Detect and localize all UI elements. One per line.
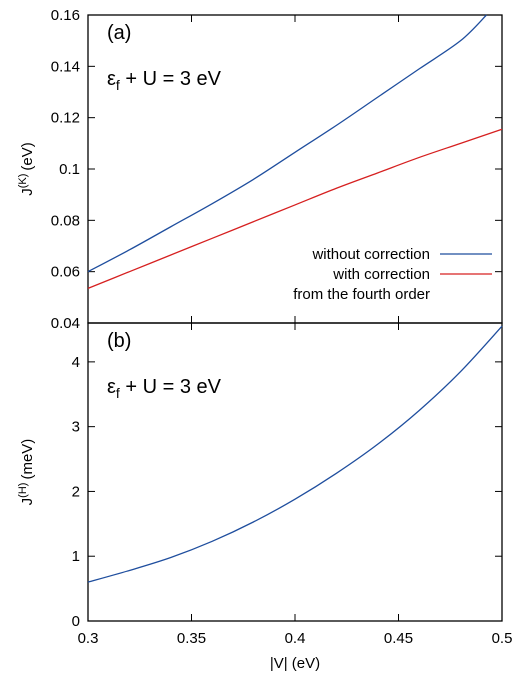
annotation-sub-b: f: [116, 385, 120, 401]
y-axis-label-unit-a: (eV): [19, 142, 36, 170]
y-axis-label-main-b: J: [19, 498, 36, 506]
legend-label-with-correction: with correction: [332, 266, 430, 283]
axis-ticks-a: [87, 14, 503, 324]
y-tick-label-a-0: 0.04: [51, 315, 80, 332]
annotation-b: εf + U = 3 eV: [107, 376, 222, 401]
panel-label-a: (a): [107, 22, 131, 44]
legend-label-with-correction-line2: from the fourth order: [293, 286, 430, 303]
y-tick-label-a-6: 0.16: [51, 7, 80, 24]
series-group-b: [87, 325, 503, 583]
panel-label-b: (b): [107, 330, 131, 352]
y-tick-label-a-4: 0.12: [51, 110, 80, 127]
plot-frame-b: [87, 322, 503, 622]
legend: without correction with correction from …: [293, 246, 492, 303]
annotation-eps-a: ε: [107, 68, 116, 90]
y-tick-label-a-1: 0.06: [51, 264, 80, 281]
x-tick-label-1: 0.35: [177, 630, 206, 647]
panel-b: 0 1 2 3 4 0.3 0.35 0.4 0.45 0.5 (b) εf + U = 3 e…: [17, 322, 513, 672]
annotation-rest-b: + U = 3 eV: [120, 376, 222, 398]
y-tick-label-b-2: 2: [72, 483, 80, 500]
series-line-with-correction: [87, 128, 503, 289]
annotation-eps-b: ε: [107, 376, 116, 398]
y-axis-label-b: J(H) (meV): [17, 439, 36, 506]
series-line-curve-b: [87, 325, 503, 583]
plot-frame-a: [87, 14, 503, 324]
x-tick-label-4: 0.5: [492, 630, 513, 647]
y-axis-label-sup-a: (K): [17, 174, 29, 189]
panel-a: 0.04 0.06 0.08 0.1 0.12 0.14 0.16 (a) εf + U =…: [17, 7, 503, 332]
x-tick-label-0: 0.3: [78, 630, 99, 647]
annotation-a: εf + U = 3 eV: [107, 68, 222, 93]
x-tick-label-2: 0.4: [285, 630, 306, 647]
axis-ticks-b: [87, 323, 503, 622]
y-axis-label-a: J(K) (eV): [17, 142, 36, 196]
series-line-without-correction: [87, 14, 487, 273]
annotation-rest-a: + U = 3 eV: [120, 68, 222, 90]
y-tick-label-b-3: 3: [72, 419, 80, 436]
y-tick-label-b-0: 0: [72, 613, 80, 630]
x-tick-labels-b: 0.3 0.35 0.4 0.45 0.5: [78, 630, 513, 647]
series-group-a: [87, 14, 503, 289]
y-tick-labels-b: 0 1 2 3 4: [72, 354, 80, 630]
y-tick-label-b-1: 1: [72, 548, 80, 565]
y-tick-label-a-2: 0.08: [51, 212, 80, 229]
x-axis-label: |V| (eV): [270, 655, 320, 672]
y-axis-label-unit-b: (meV): [19, 439, 36, 480]
y-tick-label-a-3: 0.1: [59, 161, 80, 178]
y-axis-label-sup-b: (H): [17, 483, 29, 498]
y-tick-label-a-5: 0.14: [51, 58, 80, 75]
y-axis-label-main-a: J: [19, 188, 36, 196]
legend-label-without-correction: without correction: [311, 246, 430, 263]
annotation-sub-a: f: [116, 77, 120, 93]
y-tick-labels-a: 0.04 0.06 0.08 0.1 0.12 0.14 0.16: [51, 7, 80, 332]
y-tick-label-b-4: 4: [72, 354, 80, 371]
x-tick-label-3: 0.45: [384, 630, 413, 647]
